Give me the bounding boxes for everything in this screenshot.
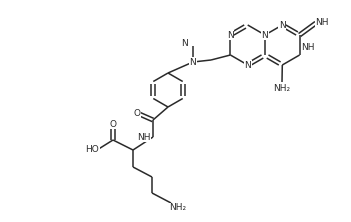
Text: N: N — [227, 30, 234, 40]
Text: NH: NH — [301, 42, 315, 52]
Text: HO: HO — [85, 145, 99, 155]
Text: N: N — [181, 38, 188, 48]
Text: NH: NH — [137, 133, 151, 141]
Text: O: O — [110, 119, 117, 129]
Text: O: O — [133, 109, 140, 117]
Text: NH₂: NH₂ — [170, 204, 187, 212]
Text: N: N — [261, 30, 269, 40]
Text: N: N — [244, 61, 251, 69]
Text: N: N — [190, 57, 196, 67]
Text: N: N — [279, 20, 286, 30]
Text: NH₂: NH₂ — [273, 83, 291, 93]
Text: NH: NH — [315, 18, 329, 26]
